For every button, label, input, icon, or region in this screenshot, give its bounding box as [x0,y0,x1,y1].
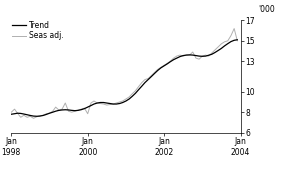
Legend: Trend, Seas adj.: Trend, Seas adj. [12,21,64,40]
Text: '000: '000 [258,5,275,14]
